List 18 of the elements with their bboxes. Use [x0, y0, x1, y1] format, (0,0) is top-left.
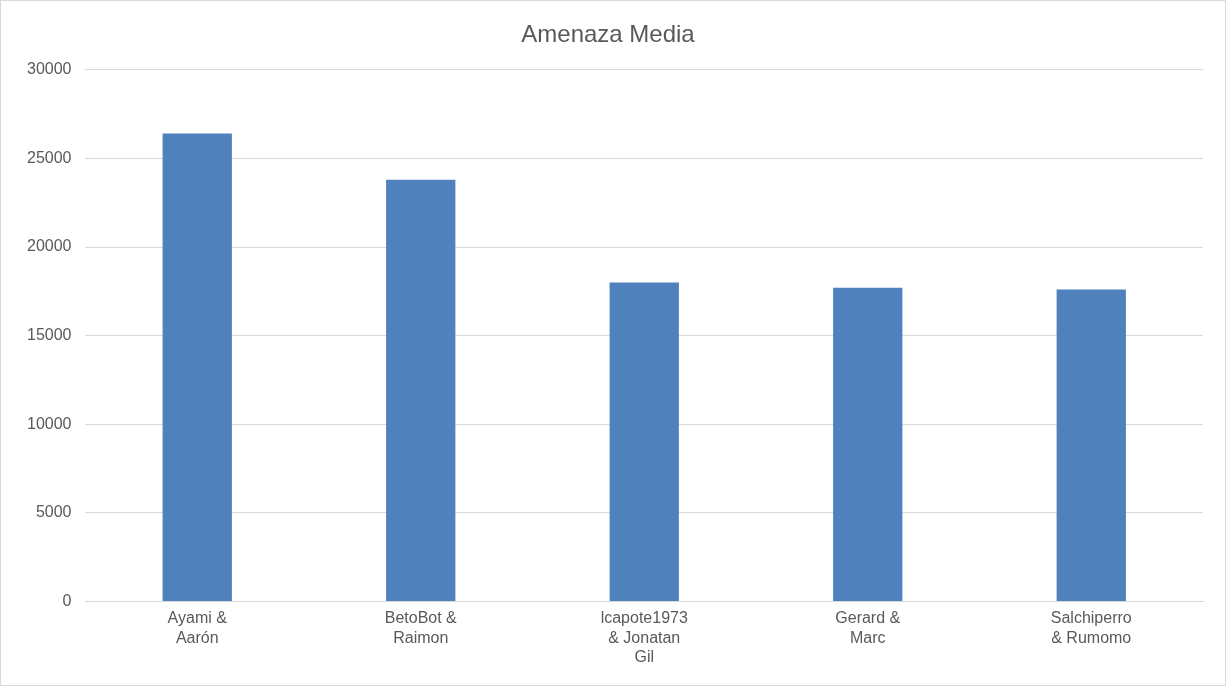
x-tick-label: BetoBot & Raimon: [384, 609, 458, 646]
x-tick-label: Gerard & Marc: [835, 609, 901, 646]
y-tick-label: 15000: [26, 326, 72, 344]
bar: [833, 287, 903, 601]
bar: [162, 133, 232, 601]
y-tick-label: 30000: [26, 60, 72, 78]
chart-title: Amenaza Media: [521, 20, 696, 48]
bar: [1056, 289, 1126, 601]
bar: [386, 179, 456, 601]
y-tick-label: 0: [62, 591, 72, 609]
x-tick-label: Salchiperro & Rumomo: [1050, 609, 1132, 646]
y-tick-label: 25000: [26, 148, 72, 166]
y-tick-label: 5000: [35, 503, 72, 521]
y-tick-label: 10000: [26, 414, 72, 432]
y-tick-label: 20000: [26, 237, 72, 255]
x-tick-label: lcapote1973 & Jonatan Gil: [600, 609, 688, 665]
x-tick-label: Ayami & Aarón: [167, 609, 228, 646]
bar: [609, 282, 679, 601]
